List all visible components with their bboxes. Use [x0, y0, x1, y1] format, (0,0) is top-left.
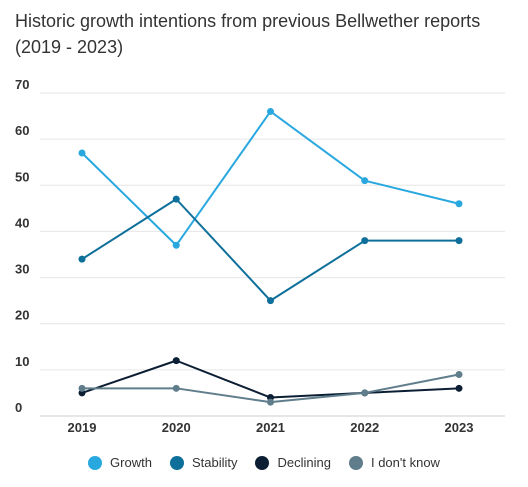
data-point-stability — [172, 195, 180, 203]
data-point-i-don-t-know — [78, 384, 86, 392]
y-tick-label: 10 — [15, 354, 29, 369]
legend-item-declining[interactable]: Declining — [255, 455, 331, 470]
data-point-i-don-t-know — [361, 389, 369, 397]
legend-item-growth[interactable]: Growth — [88, 455, 152, 470]
legend-label-i-dont-know: I don't know — [370, 455, 440, 470]
data-point-growth — [361, 177, 369, 185]
y-tick-label: 70 — [15, 77, 29, 92]
legend-item-stability[interactable]: Stability — [169, 455, 238, 470]
data-point-growth — [455, 200, 463, 208]
y-tick-label: 40 — [15, 215, 29, 230]
data-point-declining — [172, 357, 180, 365]
legend-label-stability: Stability — [191, 455, 238, 470]
legend: Growth Stability Declining I don't know — [0, 455, 528, 470]
y-tick-label: 20 — [15, 308, 29, 323]
data-point-stability — [267, 297, 274, 305]
data-point-i-don-t-know — [455, 370, 463, 378]
data-point-i-don-t-know — [172, 384, 180, 392]
x-tick-label: 2023 — [445, 420, 474, 435]
data-point-growth — [172, 241, 180, 249]
data-point-stability — [78, 255, 86, 263]
x-tick-label: 2022 — [350, 420, 379, 435]
legend-label-growth: Growth — [110, 455, 152, 470]
data-point-stability — [455, 237, 463, 245]
data-point-declining — [455, 384, 463, 392]
legend-label-declining: Declining — [277, 455, 331, 470]
y-tick-label: 50 — [15, 169, 29, 184]
x-tick-label: 2021 — [256, 420, 285, 435]
x-tick-label: 2020 — [162, 420, 191, 435]
legend-swatch-declining — [255, 455, 270, 470]
series-line-growth — [81, 110, 460, 247]
data-point-growth — [78, 149, 86, 157]
legend-item-i-dont-know[interactable]: I don't know — [348, 455, 440, 470]
legend-swatch-growth — [88, 455, 103, 470]
series-line-stability — [81, 198, 459, 302]
y-tick-label: 60 — [15, 123, 29, 138]
data-point-i-don-t-know — [267, 398, 274, 406]
y-tick-label: 0 — [15, 400, 22, 415]
x-tick-label: 2019 — [68, 420, 97, 435]
legend-swatch-i-dont-know — [348, 455, 363, 470]
legend-swatch-stability — [169, 455, 184, 470]
chart-title: Historic growth intentions from previous… — [15, 11, 481, 57]
data-point-stability — [361, 237, 369, 245]
series-line-declining — [81, 359, 460, 399]
data-point-growth — [267, 107, 274, 115]
y-tick-label: 30 — [15, 262, 29, 277]
